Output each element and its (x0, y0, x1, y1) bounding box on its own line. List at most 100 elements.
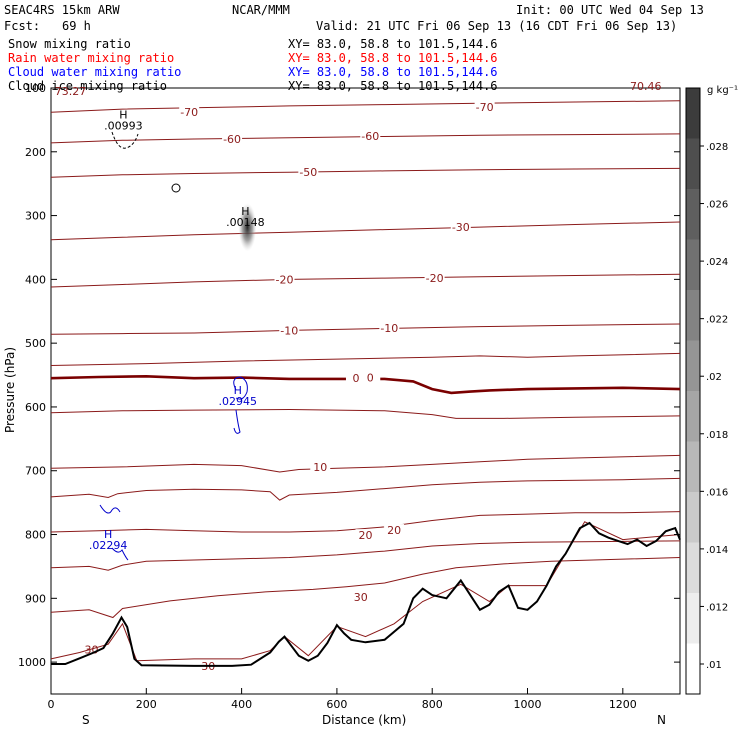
x-tick-label: 800 (422, 698, 443, 711)
contour-label: 20 (359, 529, 373, 542)
field-legend: Snow mixing ratio XY= 83.0, 58.8 to 101.… (8, 37, 498, 93)
max-marker: H (234, 384, 242, 397)
contour-label: -20 (426, 272, 444, 285)
y-tick-label: 300 (25, 210, 46, 223)
contour-line (50, 557, 681, 619)
x-tick-label: 0 (48, 698, 55, 711)
contour-label-bg (345, 372, 366, 384)
colorbar-band (686, 643, 700, 695)
contour-label: -60 (223, 133, 241, 146)
ice-contour-small (171, 183, 181, 193)
contour-line (50, 100, 681, 113)
temperature-contours: -70 -70 -60 -60 -50 -30 -20 -20 -10 -10 0 0 10 20 20 30… (50, 100, 681, 673)
x-tick-label: 200 (136, 698, 157, 711)
contour-label: -50 (299, 166, 317, 179)
max-value: .00993 (104, 119, 143, 132)
contour-label-bg (355, 529, 376, 541)
colorbar-band (686, 239, 700, 291)
contour-line (50, 133, 681, 144)
colorbar-tick-label: .014 (706, 545, 728, 556)
y-tick-label: 500 (25, 337, 46, 350)
contour-line (50, 374, 681, 395)
colorbar-tick-label: .01 (706, 660, 722, 671)
corner-value: 73.27 (55, 85, 86, 98)
contour-label: 30 (85, 643, 99, 656)
cloud-water-contour-low (99, 504, 129, 561)
colorbar-tick-label: .016 (706, 487, 728, 498)
south-label: S (82, 713, 90, 727)
terrain (50, 521, 681, 667)
contour-label: 10 (313, 461, 327, 474)
contour-label: -10 (280, 324, 298, 337)
contour-label: -70 (180, 106, 198, 119)
fcst-label: Fcst: (4, 19, 40, 33)
contour-label-bg (274, 273, 295, 285)
contour-label: -30 (452, 221, 470, 234)
contour-label-bg (474, 101, 495, 113)
contour-line (50, 323, 681, 335)
contour-label-bg (379, 321, 400, 333)
max-marker: H (104, 528, 112, 541)
max-value: .02294 (89, 539, 128, 552)
snow-maximum-shading (238, 203, 257, 252)
contour-label: -70 (476, 101, 494, 114)
colorbar-tick-label: .028 (706, 142, 728, 153)
contour-line (50, 167, 681, 178)
y-tick-label: 800 (25, 529, 46, 542)
contour-line (50, 273, 681, 288)
contour-label-bg (279, 324, 300, 336)
colorbar-band (686, 138, 700, 190)
contour-label: -20 (276, 273, 294, 286)
contour-line (50, 511, 681, 533)
corner-value: 70.46 (630, 80, 662, 93)
y-axis-label: Pressure (hPa) (3, 347, 17, 433)
colorbar-band (686, 441, 700, 493)
field-rain-xy: XY= 83.0, 58.8 to 101.5,144.6 (288, 51, 498, 65)
contour-label-bg (450, 221, 471, 233)
x-tick-label: 1200 (609, 698, 637, 711)
field-cloud-water: Cloud water mixing ratio (8, 65, 181, 79)
colorbar: .01 .012 .014 .016 .018 .02 .022 .024 .026 .028 (685, 87, 728, 695)
contour-label-bg (310, 460, 331, 472)
contour-line (50, 352, 681, 366)
field-cloud-water-xy: XY= 83.0, 58.8 to 101.5,144.6 (288, 65, 498, 79)
colorbar-band (686, 340, 700, 392)
contour-label: 30 (354, 591, 368, 604)
org-label: NCAR/MMM (232, 3, 290, 17)
colorbar-band (686, 88, 700, 139)
contour-label-bg (222, 133, 243, 145)
contour-line (50, 221, 681, 241)
contour-label: 0 (367, 372, 374, 385)
north-label: N (657, 713, 666, 727)
colorbar-band (686, 290, 700, 341)
contour-line (50, 454, 681, 473)
colorbar-tick-label: .02 (706, 372, 722, 383)
contour-line (50, 477, 681, 501)
contour-label-bg (298, 166, 319, 178)
y-tick-label: 900 (25, 592, 46, 605)
colorbar-tick-label: .018 (706, 430, 728, 441)
model-title: SEAC4RS 15km ARW (4, 3, 120, 17)
contour-line (50, 540, 681, 571)
contour-label: -10 (380, 322, 398, 335)
field-snow-xy: XY= 83.0, 58.8 to 101.5,144.6 (288, 37, 498, 51)
field-snow: Snow mixing ratio (8, 37, 131, 51)
y-tick-label: 100 (25, 82, 46, 95)
field-rain: Rain water mixing ratio (8, 51, 174, 65)
colorbar-tick-label: .012 (706, 602, 728, 613)
colorbar-frame (685, 87, 701, 695)
y-tick-label: 200 (25, 146, 46, 159)
field-cloud-ice: Cloud ice mixing ratio (8, 79, 167, 93)
contour-label-bg (350, 591, 371, 603)
y-tick-label: 400 (25, 273, 46, 286)
max-marker: H (119, 108, 127, 121)
colorbar-unit: g kg⁻¹ (707, 85, 738, 96)
x-tick-label: 600 (326, 698, 347, 711)
colorbar-tick-label: .024 (706, 257, 728, 268)
max-value: .00148 (226, 216, 265, 229)
init-time: Init: 00 UTC Wed 04 Sep 13 (516, 3, 704, 17)
x-tick-label: 1000 (514, 698, 542, 711)
